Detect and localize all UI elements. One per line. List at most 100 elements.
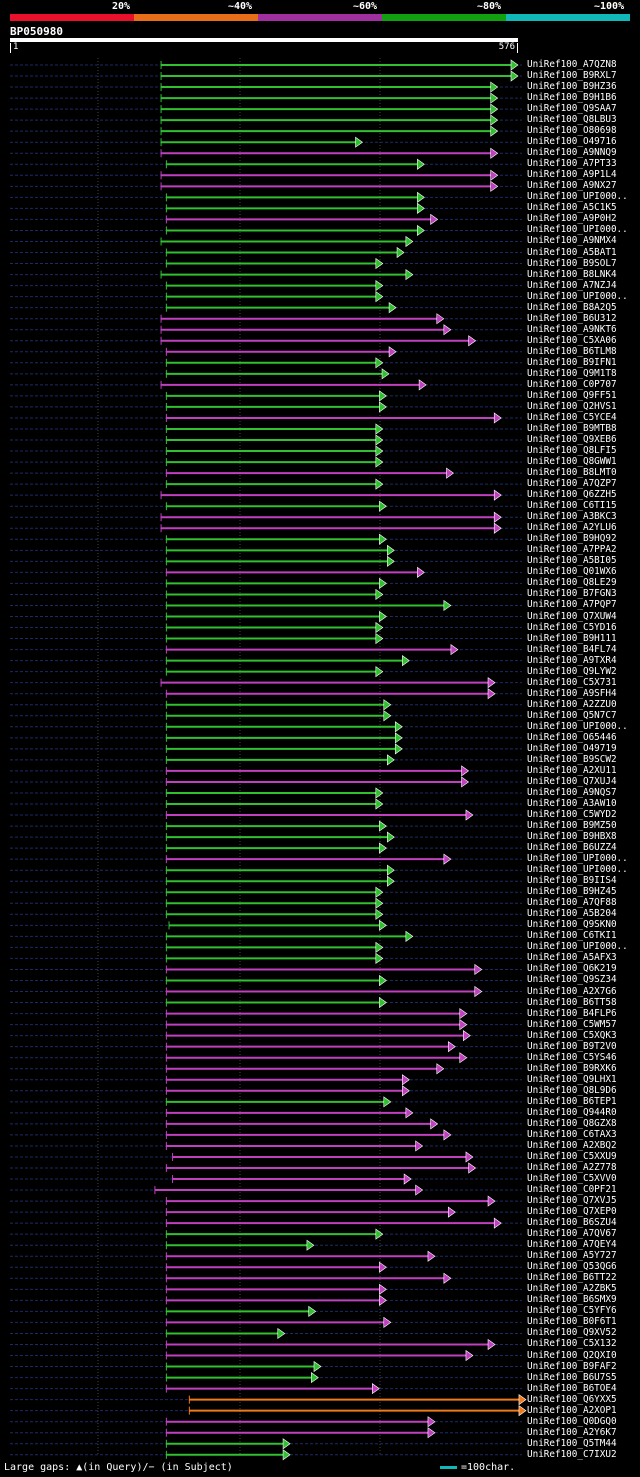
hit-label[interactable]: UniRef100_C5XXU9 bbox=[527, 1150, 617, 1162]
hit-label[interactable]: UniRef100_Q8GWW1 bbox=[527, 456, 617, 468]
hit-label[interactable]: UniRef100_C7IXU2 bbox=[527, 1448, 617, 1460]
hit-label[interactable]: UniRef100_A2Y6K7 bbox=[527, 1426, 617, 1438]
hit-label[interactable]: UniRef100_Q9SAA7 bbox=[527, 103, 617, 115]
hit-label[interactable]: UniRef100_A9NNQ9 bbox=[527, 147, 617, 159]
hit-label[interactable]: UniRef100_A7QF88 bbox=[527, 897, 617, 909]
hit-label[interactable]: UniRef100_UPI000.. bbox=[527, 853, 628, 865]
hit-label[interactable]: UniRef100_C5XQK3 bbox=[527, 1029, 617, 1041]
hit-label[interactable]: UniRef100_UPI000.. bbox=[527, 941, 628, 953]
hit-label[interactable]: UniRef100_C5XA06 bbox=[527, 334, 617, 346]
hit-label[interactable]: UniRef100_A2X7G6 bbox=[527, 985, 617, 997]
hit-label[interactable]: UniRef100_Q6K219 bbox=[527, 963, 617, 975]
hit-label[interactable]: UniRef100_Q8LBU3 bbox=[527, 114, 617, 126]
hit-label[interactable]: UniRef100_B6U312 bbox=[527, 312, 617, 324]
hit-label[interactable]: UniRef100_A9TXR4 bbox=[527, 654, 617, 666]
hit-label[interactable]: UniRef100_Q53QG6 bbox=[527, 1261, 617, 1273]
hit-label[interactable]: UniRef100_B9FAF2 bbox=[527, 1360, 617, 1372]
hit-label[interactable]: UniRef100_B9RXL7 bbox=[527, 70, 617, 82]
hit-label[interactable]: UniRef100_A9NKT6 bbox=[527, 323, 617, 335]
hit-label[interactable]: UniRef100_O49719 bbox=[527, 742, 617, 754]
hit-label[interactable]: UniRef100_Q7XUJ4 bbox=[527, 775, 617, 787]
hit-label[interactable]: UniRef100_C5YFY6 bbox=[527, 1305, 617, 1317]
hit-label[interactable]: UniRef100_Q944R0 bbox=[527, 1106, 617, 1118]
hit-label[interactable]: UniRef100_Q7XVJ5 bbox=[527, 1195, 617, 1207]
hit-label[interactable]: UniRef100_A5B204 bbox=[527, 908, 617, 920]
hit-label[interactable]: UniRef100_UPI000.. bbox=[527, 720, 628, 732]
hit-label[interactable]: UniRef100_B9HZ45 bbox=[527, 886, 617, 898]
hit-label[interactable]: UniRef100_B6TT58 bbox=[527, 996, 617, 1008]
hit-label[interactable]: UniRef100_B9MTB8 bbox=[527, 422, 617, 434]
hit-label[interactable]: UniRef100_B9MZ50 bbox=[527, 820, 617, 832]
hit-label[interactable]: UniRef100_B6TEP1 bbox=[527, 1095, 617, 1107]
hit-label[interactable]: UniRef100_Q9SZ34 bbox=[527, 974, 617, 986]
hit-label[interactable]: UniRef100_B9HBX8 bbox=[527, 831, 617, 843]
hit-label[interactable]: UniRef100_C5WYD2 bbox=[527, 809, 617, 821]
hit-label[interactable]: UniRef100_Q9SKN0 bbox=[527, 919, 617, 931]
hit-label[interactable]: UniRef100_B9HQ92 bbox=[527, 533, 617, 545]
hit-label[interactable]: UniRef100_B6U7S5 bbox=[527, 1371, 617, 1383]
hit-label[interactable]: UniRef100_A9SFH4 bbox=[527, 687, 617, 699]
hit-label[interactable]: UniRef100_A7QZP7 bbox=[527, 478, 617, 490]
hit-label[interactable]: UniRef100_Q2HVS1 bbox=[527, 400, 617, 412]
hit-label[interactable]: UniRef100_Q2QXI0 bbox=[527, 1349, 617, 1361]
hit-label[interactable]: UniRef100_Q9XEB6 bbox=[527, 434, 617, 446]
hit-label[interactable]: UniRef100_A9P0H2 bbox=[527, 213, 617, 225]
hit-label[interactable]: UniRef100_A5BI05 bbox=[527, 555, 617, 567]
hit-label[interactable]: UniRef100_B9RXK6 bbox=[527, 1062, 617, 1074]
hit-label[interactable]: UniRef100_C5YS46 bbox=[527, 1051, 617, 1063]
hit-label[interactable]: UniRef100_A2YLU6 bbox=[527, 522, 617, 534]
hit-label[interactable]: UniRef100_Q8GZX8 bbox=[527, 1117, 617, 1129]
hit-label[interactable]: UniRef100_C5X132 bbox=[527, 1338, 617, 1350]
hit-label[interactable]: UniRef100_Q6YXX5 bbox=[527, 1393, 617, 1405]
hit-label[interactable]: UniRef100_Q7XUW4 bbox=[527, 610, 617, 622]
hit-label[interactable]: UniRef100_B8A2Q5 bbox=[527, 301, 617, 313]
hit-label[interactable]: UniRef100_A5C1K5 bbox=[527, 202, 617, 214]
hit-label[interactable]: UniRef100_B8LNK4 bbox=[527, 268, 617, 280]
hit-label[interactable]: UniRef100_B9H1B6 bbox=[527, 92, 617, 104]
hit-label[interactable]: UniRef100_Q01WX6 bbox=[527, 566, 617, 578]
hit-label[interactable]: UniRef100_Q7XEP0 bbox=[527, 1206, 617, 1218]
hit-label[interactable]: UniRef100_Q8LE29 bbox=[527, 577, 617, 589]
hit-label[interactable]: UniRef100_UPI000.. bbox=[527, 224, 628, 236]
hit-label[interactable]: UniRef100_B9T2V0 bbox=[527, 1040, 617, 1052]
hit-label[interactable]: UniRef100_B4FL74 bbox=[527, 643, 617, 655]
hit-label[interactable]: UniRef100_Q8L9D6 bbox=[527, 1084, 617, 1096]
hit-label[interactable]: UniRef100_A7PT33 bbox=[527, 158, 617, 170]
hit-label[interactable]: UniRef100_A3AW10 bbox=[527, 798, 617, 809]
hit-label[interactable]: UniRef100_C5WM57 bbox=[527, 1018, 617, 1030]
hit-label[interactable]: UniRef100_A3BKC3 bbox=[527, 511, 617, 523]
hit-label[interactable]: UniRef100_Q5TM44 bbox=[527, 1437, 617, 1449]
hit-label[interactable]: UniRef100_Q9FF51 bbox=[527, 389, 617, 401]
hit-label[interactable]: UniRef100_A5AFX3 bbox=[527, 952, 617, 964]
hit-label[interactable]: UniRef100_A2ZZU0 bbox=[527, 698, 617, 710]
hit-label[interactable]: UniRef100_Q9LYW2 bbox=[527, 665, 617, 677]
hit-label[interactable]: UniRef100_C6TAX3 bbox=[527, 1128, 617, 1140]
hit-label[interactable]: UniRef100_B6TLM8 bbox=[527, 345, 617, 357]
hit-label[interactable]: UniRef100_B9H111 bbox=[527, 632, 617, 644]
hit-label[interactable]: UniRef100_B6TOE4 bbox=[527, 1382, 617, 1394]
hit-label[interactable]: UniRef100_B6SMX9 bbox=[527, 1294, 617, 1306]
hit-label[interactable]: UniRef100_B6SZU4 bbox=[527, 1217, 617, 1229]
hit-label[interactable]: UniRef100_B7FGN3 bbox=[527, 588, 617, 600]
hit-label[interactable]: UniRef100_B9SCW2 bbox=[527, 753, 617, 765]
hit-label[interactable]: UniRef100_Q9LHX1 bbox=[527, 1073, 617, 1085]
hit-label[interactable]: UniRef100_A7QEY4 bbox=[527, 1239, 617, 1251]
hit-label[interactable]: UniRef100_A5BAT1 bbox=[527, 246, 617, 258]
hit-label[interactable]: UniRef100_A9NQS7 bbox=[527, 786, 617, 798]
hit-label[interactable]: UniRef100_Q9M1T8 bbox=[527, 367, 617, 379]
hit-label[interactable]: UniRef100_B9HZ36 bbox=[527, 81, 617, 93]
hit-label[interactable]: UniRef100_A2XU11 bbox=[527, 764, 617, 776]
hit-label[interactable]: UniRef100_A2XBQ2 bbox=[527, 1139, 617, 1151]
hit-label[interactable]: UniRef100_O80698 bbox=[527, 125, 617, 137]
hit-label[interactable]: UniRef100_C6TKI1 bbox=[527, 930, 617, 942]
hit-label[interactable]: UniRef100_B0F6T1 bbox=[527, 1316, 617, 1328]
hit-label[interactable]: UniRef100_A2ZBK5 bbox=[527, 1283, 617, 1295]
hit-label[interactable]: UniRef100_B4FLP6 bbox=[527, 1007, 617, 1019]
hit-label[interactable]: UniRef100_A2XOP1 bbox=[527, 1404, 617, 1416]
hit-label[interactable]: UniRef100_A7QV67 bbox=[527, 1228, 617, 1240]
hit-label[interactable]: UniRef100_UPI000.. bbox=[527, 864, 628, 876]
hit-label[interactable]: UniRef100_B6TT22 bbox=[527, 1272, 617, 1284]
hit-label[interactable]: UniRef100_B9SOL7 bbox=[527, 257, 617, 269]
hit-label[interactable]: UniRef100_C6TI15 bbox=[527, 500, 617, 512]
hit-label[interactable]: UniRef100_Q5N7C7 bbox=[527, 709, 617, 721]
